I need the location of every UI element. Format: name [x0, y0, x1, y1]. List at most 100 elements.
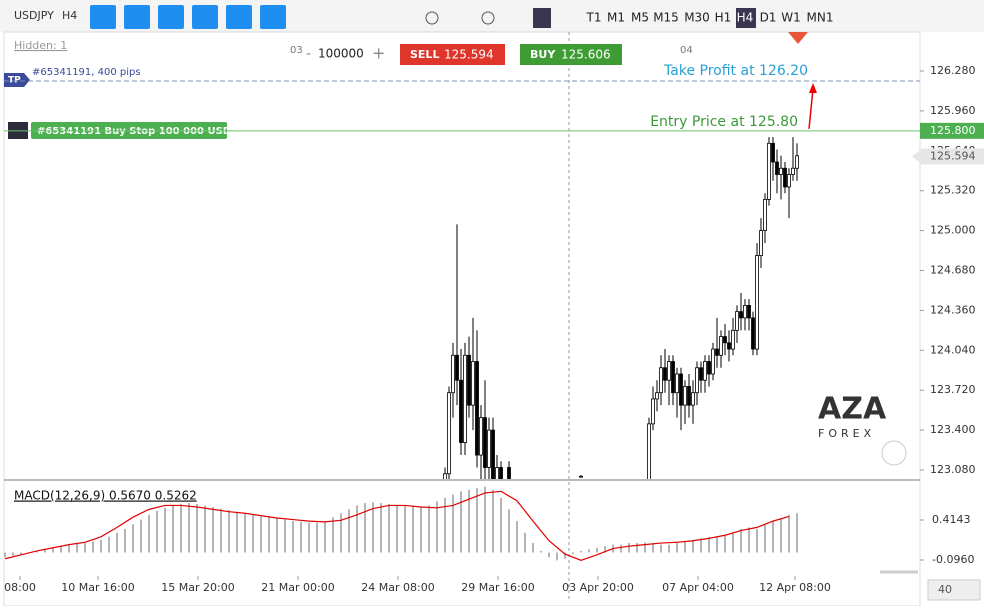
y-tick-label: 123.400 — [930, 423, 976, 436]
timeframe[interactable]: W1 — [781, 11, 801, 25]
button[interactable] — [260, 5, 286, 29]
current-price-bg — [912, 148, 984, 165]
order-arrow — [788, 32, 808, 44]
x-tick-label: 29 Mar 16:00 — [461, 581, 534, 594]
x-tick-label: 08:00 — [4, 581, 36, 594]
y-tick-label: 126.280 — [930, 64, 976, 77]
candle-body — [767, 142, 771, 200]
toolbar-buttons[interactable] — [90, 5, 286, 29]
buy-button[interactable] — [520, 44, 622, 65]
candle-body — [479, 417, 483, 456]
hidden-link[interactable]: Hidden: 1 — [14, 39, 67, 52]
candle-body — [743, 305, 747, 319]
volume[interactable]: 100000 — [318, 47, 364, 61]
minus[interactable]: - — [306, 46, 311, 62]
candle-body — [759, 230, 763, 256]
timeframe[interactable]: D1 — [760, 11, 777, 25]
zoom-value: 40 — [938, 583, 952, 596]
y-tick-label: 125.960 — [930, 104, 976, 117]
y-tick-label: 123.720 — [930, 383, 976, 396]
candle-mode[interactable] — [533, 8, 551, 28]
timeframe[interactable]: H1 — [715, 11, 732, 25]
tp-arrow-head — [809, 82, 817, 93]
candle-body — [755, 255, 759, 350]
logo-sub: FOREX — [818, 427, 875, 440]
button[interactable] — [226, 5, 252, 29]
candle-body — [455, 354, 459, 381]
tp-tag-bg — [4, 73, 30, 87]
y-tick-label: 125.000 — [930, 224, 976, 237]
candle-body — [459, 379, 463, 443]
candle-body — [579, 475, 583, 478]
y-tick-label: 125.320 — [930, 184, 976, 197]
candle-body — [467, 354, 471, 406]
candle-body — [719, 336, 723, 356]
entry-price-bg — [920, 122, 984, 139]
y-tick-label: 124.360 — [930, 303, 976, 316]
zoom-in[interactable] — [481, 11, 495, 25]
buy-label[interactable]: BUY — [530, 48, 556, 61]
entry-price: 125.800 — [930, 124, 976, 137]
candle-body — [787, 174, 791, 188]
candle-body — [447, 392, 451, 475]
candle-body — [683, 386, 687, 406]
candle-body — [783, 167, 787, 188]
candle-body — [715, 348, 719, 356]
candle-body — [691, 392, 695, 406]
candle-body — [679, 373, 683, 406]
button[interactable] — [192, 5, 218, 29]
macd-tick-label: 0.4143 — [932, 513, 971, 526]
candle-body — [675, 373, 679, 394]
x-tick-label: 12 Apr 08:00 — [759, 581, 831, 594]
buy-price[interactable]: 125.606 — [561, 48, 611, 62]
scroll-end[interactable] — [881, 440, 907, 466]
candle-body — [747, 305, 751, 319]
candle-body — [651, 398, 655, 425]
candle-body — [707, 361, 711, 375]
candle-body — [775, 161, 779, 175]
candle-body — [495, 467, 499, 479]
timeframe[interactable]: H4 — [737, 11, 754, 25]
timeframe[interactable]: M1 — [607, 11, 625, 25]
x-tick-label: 03 Apr 20:00 — [562, 581, 634, 594]
order-tag[interactable]: #65341191 Buy Stop 100 000 USD — [37, 126, 231, 137]
candle-body — [443, 473, 447, 479]
y-tick-label: 124.680 — [930, 264, 976, 277]
macd-label: MACD(12,26,9) 0.5670 0.5262 — [14, 489, 197, 503]
candle-body — [463, 354, 467, 443]
timeframe[interactable]: T1 — [586, 11, 602, 25]
tp-order: #65341191, 400 pips — [32, 67, 141, 78]
timeframe[interactable]: M30 — [684, 11, 710, 25]
take-profit-label: Take Profit at 126.20 — [663, 63, 808, 79]
candle-body — [751, 317, 755, 350]
button[interactable] — [158, 5, 184, 29]
timeframe[interactable]: MN1 — [807, 11, 834, 25]
symbol: USDJPY — [14, 9, 54, 22]
candle-body — [699, 367, 703, 381]
candle-body — [483, 417, 487, 468]
button[interactable] — [124, 5, 150, 29]
candle-body — [475, 361, 479, 456]
zoom-out[interactable] — [425, 11, 439, 25]
timeframe[interactable]: M15 — [653, 11, 679, 25]
x-tick-label: 10 Mar 16:00 — [61, 581, 134, 594]
zoom-box[interactable] — [927, 579, 981, 601]
x-tick-label: 24 Mar 08:00 — [361, 581, 434, 594]
button[interactable] — [90, 5, 116, 29]
plus[interactable]: + — [372, 44, 385, 63]
x-tick-label: 15 Mar 20:00 — [161, 581, 234, 594]
candle-body — [491, 429, 495, 479]
candle-body — [795, 155, 799, 169]
candle-body — [659, 367, 663, 394]
sell-price[interactable]: 125.594 — [444, 48, 494, 62]
sell-label[interactable]: SELL — [410, 48, 439, 61]
candle-body — [671, 361, 675, 394]
candle-body — [723, 336, 727, 344]
candle-body — [791, 167, 795, 175]
tp-arrow — [808, 88, 814, 129]
timeframe[interactable]: M5 — [631, 11, 649, 25]
logo: AZA — [818, 392, 887, 427]
sell-button[interactable] — [400, 44, 505, 65]
x-tick-label: 21 Mar 00:00 — [261, 581, 334, 594]
